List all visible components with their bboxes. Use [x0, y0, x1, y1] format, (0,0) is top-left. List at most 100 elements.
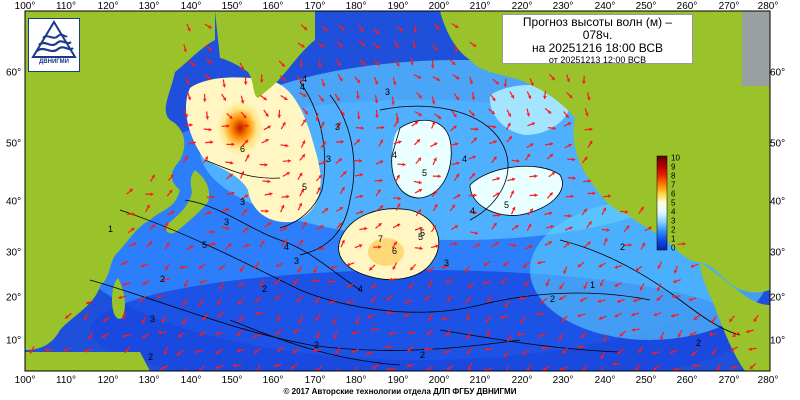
legend-tick: 0 [671, 243, 676, 253]
wave-direction-arrowhead [386, 297, 390, 301]
wave-direction-arrowhead [402, 162, 406, 167]
wave-direction-arrowhead [254, 265, 258, 269]
contour-label: 1 [108, 224, 113, 234]
wave-direction-arrowhead [526, 153, 530, 158]
wave-direction-arrowhead [589, 140, 593, 145]
wave-direction-arrowhead [565, 114, 569, 118]
wave-direction-arrowhead [302, 93, 307, 97]
wave-direction-arrowhead [414, 121, 419, 125]
wave-direction-arrowhead [447, 298, 451, 302]
wave-direction-arrowhead [455, 173, 459, 178]
wave-direction-arrowhead [166, 242, 170, 246]
wave-direction-arrowhead [219, 286, 223, 290]
wave-direction-arrowhead [321, 246, 325, 251]
wave-direction-arrowhead [418, 112, 422, 116]
wave-direction-arrowhead [566, 78, 570, 82]
wave-direction-arrowhead [559, 285, 563, 290]
wave-direction-arrowhead [332, 321, 336, 325]
wave-direction-arrowhead [586, 97, 591, 101]
lon-label: 100° [14, 1, 36, 12]
high-wave-area-gulf [470, 166, 563, 216]
wave-direction-arrowhead [86, 300, 90, 305]
contour-label: 1 [590, 280, 595, 290]
wave-direction-arrowhead [549, 192, 553, 196]
wave-direction-arrowhead [602, 207, 606, 212]
wave-direction-arrowhead [469, 81, 473, 85]
wave-direction-arrowhead [375, 114, 379, 118]
wave-direction-arrowhead [375, 30, 380, 35]
wave-direction-arrowhead [454, 142, 459, 146]
wave-direction-arrowhead [495, 242, 499, 246]
lon-label: 130° [138, 1, 160, 12]
wave-direction-arrowhead [598, 316, 603, 320]
wave-direction-arrowhead [395, 117, 400, 121]
lat-label: 50° [6, 138, 22, 150]
wave-direction-arrowhead [673, 270, 678, 274]
lon-label: 270° [718, 375, 740, 386]
wave-direction-arrowhead [417, 157, 422, 162]
wave-direction-arrowhead [583, 208, 587, 213]
wave-direction-arrowhead [254, 350, 258, 354]
wave-direction-arrowhead [318, 64, 322, 68]
wave-direction-arrowhead [424, 296, 429, 301]
wave-direction-arrowhead [341, 112, 345, 116]
wave-direction-arrowhead [732, 333, 736, 337]
wave-direction-arrowhead [471, 96, 476, 100]
wave-direction-arrowhead [227, 243, 232, 247]
wave-direction-arrowhead [198, 368, 202, 371]
wave-direction-arrowhead [202, 98, 207, 102]
wave-direction-arrowhead [446, 366, 451, 370]
wave-direction-arrowhead [412, 44, 417, 48]
wave-direction-arrowhead [341, 187, 345, 191]
wave-direction-arrowhead [211, 230, 215, 234]
wave-direction-arrowhead [466, 299, 470, 303]
wave-direction-arrowhead [417, 209, 421, 213]
wave-direction-arrowhead [434, 47, 438, 51]
wave-direction-arrowhead [379, 139, 383, 144]
wave-direction-arrowhead [529, 143, 534, 147]
wave-direction-arrowhead [118, 295, 122, 300]
lon-label: 160° [262, 375, 284, 386]
wave-direction-arrowhead [324, 27, 328, 32]
wave-direction-arrowhead [243, 114, 247, 119]
lon-label: 190° [387, 1, 409, 12]
wave-direction-arrowhead [577, 263, 582, 268]
wave-direction-arrowhead [503, 83, 508, 87]
wave-direction-arrowhead [441, 265, 445, 269]
wave-direction-arrowhead [215, 350, 220, 354]
wave-direction-arrowhead [748, 347, 752, 351]
contour-label: 3 [444, 258, 449, 268]
wave-direction-arrowhead [484, 347, 488, 352]
wave-direction-arrowhead [192, 141, 196, 145]
wave-direction-arrowhead [339, 207, 343, 211]
wave-direction-arrowhead [184, 113, 188, 118]
wave-direction-arrowhead [563, 270, 567, 274]
wave-direction-arrowhead [640, 206, 644, 211]
wave-direction-arrowhead [315, 117, 320, 121]
lon-label: 150° [221, 1, 243, 12]
wave-direction-arrowhead [151, 224, 156, 228]
wave-direction-arrowhead [183, 48, 187, 52]
wave-direction-arrowhead [377, 189, 381, 193]
wave-direction-arrowhead [283, 96, 288, 100]
contour-label: 2 [314, 340, 319, 350]
wave-direction-arrowhead [236, 332, 241, 336]
wave-direction-arrowhead [522, 351, 527, 356]
legend-tick: 8 [671, 171, 676, 181]
wave-logo-icon [31, 20, 77, 58]
wave-direction-arrowhead [84, 348, 88, 353]
wave-direction-arrowhead [614, 265, 618, 269]
legend-tick: 3 [671, 216, 676, 226]
wave-direction-arrowhead [709, 332, 713, 337]
wave-direction-arrowhead [606, 228, 610, 232]
wave-direction-arrowhead [283, 227, 287, 231]
wave-direction-arrowhead [466, 350, 471, 354]
wave-direction-arrowhead [691, 352, 695, 356]
wave-direction-arrowhead [356, 139, 360, 143]
wave-direction-arrowhead [182, 320, 186, 325]
wave-direction-arrow [256, 365, 261, 371]
wave-direction-arrowhead [301, 140, 306, 144]
wave-direction-arrowhead [688, 297, 692, 302]
lon-label: 170° [304, 1, 326, 12]
wave-direction-arrowhead [580, 298, 584, 302]
